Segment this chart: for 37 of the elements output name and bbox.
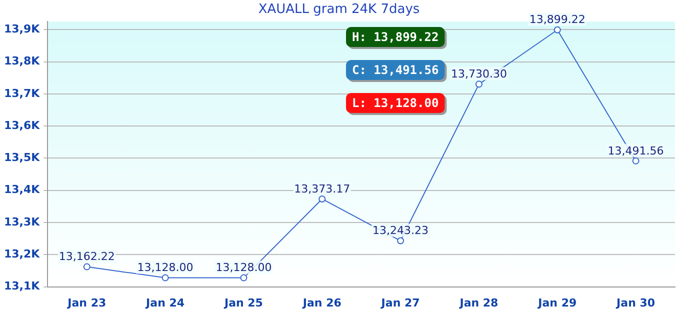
- y-tick-label: 13,3K: [4, 215, 40, 228]
- x-tick-label: Jan 24: [145, 296, 185, 310]
- point: [318, 195, 326, 202]
- y-tick-label: 13,5K: [4, 151, 40, 164]
- data-label: 13,128.00: [216, 261, 272, 274]
- data-label: 13,162.22: [58, 250, 115, 264]
- y-tick-label: 13,8K: [4, 54, 40, 68]
- data-label: 13,491.56: [608, 144, 664, 158]
- data-label: 13,243.23: [372, 224, 429, 238]
- data-label: 13,373.17: [294, 182, 350, 196]
- annotation: C: 13,491.56: [352, 63, 439, 78]
- y-tick-label: 13,6K: [4, 118, 40, 132]
- point: [240, 274, 248, 282]
- x-tick-label: Jan 26: [302, 296, 342, 310]
- data-label: 13,899.22: [529, 13, 586, 26]
- x-tick-label: Jan 23: [66, 296, 106, 310]
- x-tick-label: Jan 28: [458, 296, 498, 310]
- x-tick-label: Jan 29: [537, 296, 577, 310]
- y-tick-label: 13,4K: [4, 183, 40, 196]
- y-tick-label: 13,9K: [4, 22, 40, 36]
- point: [83, 263, 90, 270]
- annotation: H: 13,899.22: [352, 30, 439, 44]
- y-tick-label: 13,1K: [4, 280, 40, 293]
- y-tick-label: 13,2K: [4, 248, 40, 261]
- x-tick-label: Jan 25: [223, 296, 263, 310]
- y-tick-label: 13,7K: [4, 86, 40, 100]
- x-tick-label: Jan 30: [616, 296, 656, 310]
- point: [554, 26, 561, 34]
- point: [397, 237, 404, 244]
- annotation: L: 13,128.00: [352, 96, 439, 110]
- x-tick-label: Jan 27: [380, 296, 420, 310]
- point: [475, 80, 482, 88]
- point: [632, 157, 640, 164]
- data-label: 13,730.30: [450, 68, 507, 81]
- chart-title: XAUALL gram 24K 7days: [258, 2, 420, 18]
- point: [162, 274, 169, 282]
- data-label: 13,128.00: [137, 261, 194, 274]
